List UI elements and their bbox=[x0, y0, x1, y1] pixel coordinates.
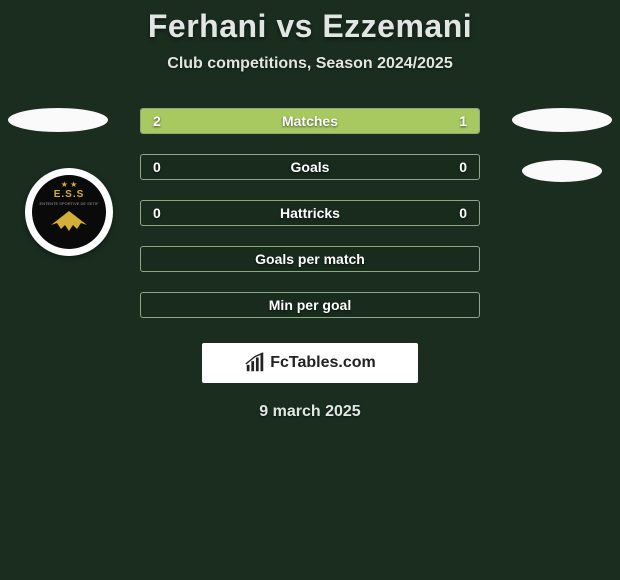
chart-icon bbox=[244, 352, 266, 374]
stat-label: Goals bbox=[141, 159, 479, 175]
stat-row: 0Goals0 bbox=[140, 154, 480, 180]
club-badge-inner: ★ ★ E.S.S ENTENTE SPORTIVE DE SETIF bbox=[32, 175, 106, 249]
player-right-badge-placeholder bbox=[522, 160, 602, 182]
club-badge-label: E.S.S bbox=[54, 189, 85, 200]
comparison-widget: Ferhani vs Ezzemani Club competitions, S… bbox=[0, 0, 620, 421]
date-label: 9 march 2025 bbox=[0, 403, 620, 421]
stat-right-value: 0 bbox=[459, 159, 467, 175]
stats-area: ★ ★ E.S.S ENTENTE SPORTIVE DE SETIF 2Mat… bbox=[0, 108, 620, 318]
stat-row: 0Hattricks0 bbox=[140, 200, 480, 226]
watermark-text: FcTables.com bbox=[270, 354, 376, 372]
stat-row: 2Matches1 bbox=[140, 108, 480, 134]
stat-row: Goals per match bbox=[140, 246, 480, 272]
club-badge: ★ ★ E.S.S ENTENTE SPORTIVE DE SETIF bbox=[25, 168, 113, 256]
page-subtitle: Club competitions, Season 2024/2025 bbox=[0, 55, 620, 73]
page-title: Ferhani vs Ezzemani bbox=[0, 8, 620, 45]
stat-label: Hattricks bbox=[141, 205, 479, 221]
stat-label: Min per goal bbox=[141, 297, 479, 313]
stat-rows: 2Matches10Goals00Hattricks0Goals per mat… bbox=[140, 108, 480, 318]
star-icon: ★ ★ bbox=[61, 180, 78, 189]
eagle-icon bbox=[41, 205, 97, 235]
stat-right-value: 0 bbox=[459, 205, 467, 221]
player-left-avatar-placeholder bbox=[8, 108, 108, 132]
player-right-avatar-placeholder bbox=[512, 108, 612, 132]
stat-row: Min per goal bbox=[140, 292, 480, 318]
stat-label: Matches bbox=[141, 113, 479, 129]
stat-label: Goals per match bbox=[141, 251, 479, 267]
watermark[interactable]: FcTables.com bbox=[202, 343, 418, 383]
stat-right-value: 1 bbox=[459, 113, 467, 129]
